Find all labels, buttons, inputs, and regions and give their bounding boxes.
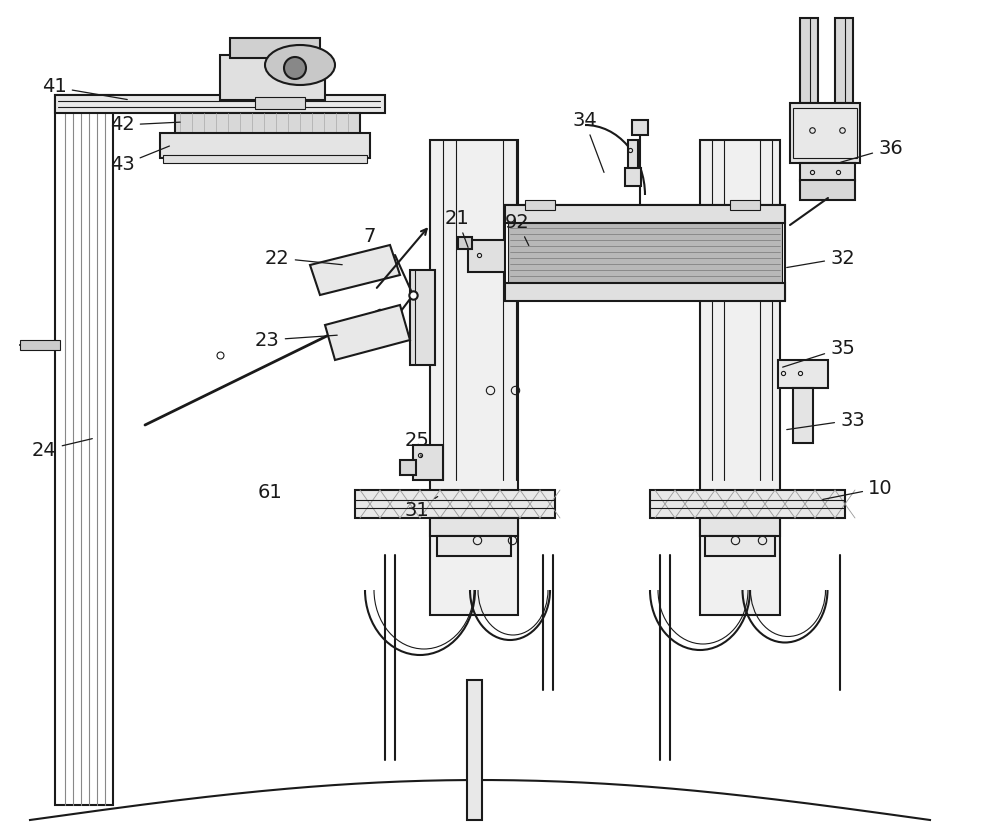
Polygon shape <box>310 245 400 295</box>
Text: 25: 25 <box>405 430 430 458</box>
Text: 10: 10 <box>823 478 893 499</box>
Bar <box>413 445 443 480</box>
Bar <box>55 95 113 805</box>
Text: 32: 32 <box>787 249 855 268</box>
Bar <box>458 237 472 249</box>
Bar <box>163 155 367 163</box>
Text: 24: 24 <box>32 438 92 459</box>
Bar <box>55 95 385 113</box>
Bar <box>793 388 813 443</box>
Bar <box>800 163 855 181</box>
Bar <box>730 200 760 210</box>
Text: 33: 33 <box>787 410 865 429</box>
Text: 21: 21 <box>445 209 470 247</box>
Bar <box>835 18 853 103</box>
Bar <box>800 18 818 103</box>
Bar <box>467 680 482 820</box>
Bar <box>175 113 360 135</box>
Ellipse shape <box>265 45 335 85</box>
Bar <box>437 536 511 556</box>
Bar <box>430 140 518 615</box>
Bar <box>20 340 60 350</box>
Bar <box>505 283 785 301</box>
Bar <box>355 490 555 518</box>
Text: 92: 92 <box>505 212 530 245</box>
Text: 41: 41 <box>42 77 127 100</box>
Text: 23: 23 <box>255 330 337 349</box>
Polygon shape <box>325 305 410 360</box>
Bar <box>705 536 775 556</box>
Text: 35: 35 <box>783 339 855 367</box>
Bar <box>160 133 370 158</box>
Bar <box>410 270 435 365</box>
Text: 31: 31 <box>405 497 438 519</box>
Bar <box>700 518 780 536</box>
Bar <box>230 38 320 58</box>
Text: 7: 7 <box>363 227 375 246</box>
Bar <box>400 460 416 475</box>
Bar <box>700 140 780 615</box>
Bar <box>778 360 828 388</box>
Bar <box>525 200 555 210</box>
Text: 61: 61 <box>258 483 283 502</box>
Bar <box>430 518 518 536</box>
Bar <box>632 120 648 135</box>
Bar <box>505 205 785 300</box>
Bar <box>505 205 785 223</box>
Bar <box>625 168 641 186</box>
Bar <box>790 103 860 163</box>
Text: 43: 43 <box>110 146 169 175</box>
Ellipse shape <box>284 57 306 79</box>
Text: 22: 22 <box>265 249 342 268</box>
Bar <box>255 97 305 109</box>
Bar <box>468 240 506 272</box>
Bar <box>628 140 638 170</box>
Text: 42: 42 <box>110 116 180 135</box>
Bar <box>650 490 845 518</box>
Text: 34: 34 <box>572 111 604 172</box>
Bar <box>793 108 857 158</box>
Text: 36: 36 <box>841 138 903 162</box>
Bar <box>800 180 855 200</box>
Bar <box>220 55 325 100</box>
Bar <box>508 220 782 285</box>
